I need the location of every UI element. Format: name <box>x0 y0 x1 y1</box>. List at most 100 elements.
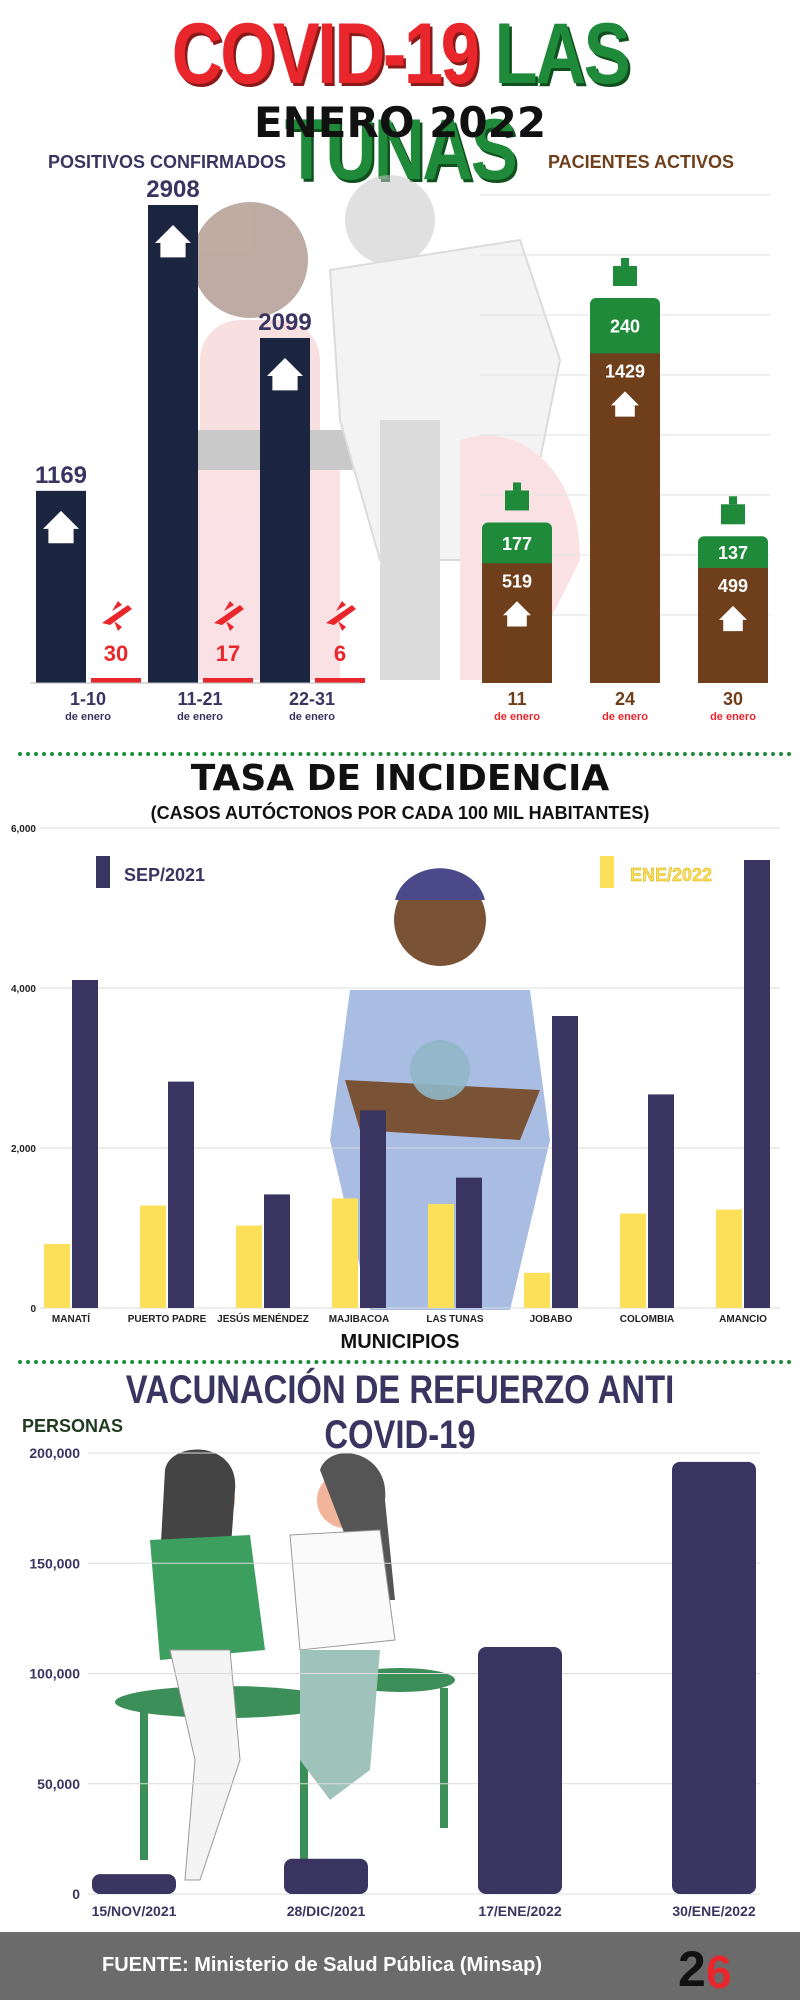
viajeros-value: 17 <box>216 641 240 666</box>
vaccination-ytick: 50,000 <box>37 1776 80 1792</box>
main-title: COVID-19 LAS TUNAS <box>72 6 728 198</box>
viajeros-bar <box>315 678 365 683</box>
incidence-bar-ene <box>140 1205 166 1308</box>
activos-category: 30 <box>723 689 743 709</box>
divider-2 <box>18 1360 792 1364</box>
incidence-legend: SEP/2021 ENE/2022 <box>96 856 712 888</box>
positivos-label: POSITIVOS CONFIRMADOS <box>48 152 287 172</box>
vaccination-category: 17/ENE/2022 <box>478 1903 561 1919</box>
activos-chart: 177 519 11 de enero 240 1429 24 de enero 137 499 3… <box>482 258 768 723</box>
logo-6: 6 <box>706 1946 732 1994</box>
activos-hospital-bar <box>482 522 552 570</box>
positivos-category-sub: de enero <box>65 711 111 723</box>
hospital-icon <box>721 504 745 525</box>
incidence-category: COLOMBIA <box>620 1314 674 1325</box>
incidence-category: MANATÍ <box>52 1312 90 1325</box>
nurse-illustration <box>330 868 550 1310</box>
activos-category: 24 <box>615 689 635 709</box>
incidence-bar-ene <box>332 1198 358 1308</box>
vaccination-bar <box>672 1461 756 1894</box>
legend-sep-swatch <box>96 856 110 888</box>
incidence-title: TASA DE INCIDENCIA <box>190 758 610 799</box>
vaccination-bars: 0 50,000 100,000 150,000 200,000 15/NOV/2021 2… <box>29 1445 760 1919</box>
incidence-category: PUERTO PADRE <box>128 1314 207 1325</box>
activos-house-value: 499 <box>718 576 748 596</box>
positivos-value: 1169 <box>35 462 87 489</box>
hospital-icon <box>505 490 529 511</box>
vaccination-ytick: 200,000 <box>29 1445 80 1461</box>
hospital-roof-icon <box>513 482 521 491</box>
vaccination-ytick: 0 <box>72 1886 80 1902</box>
house-icon <box>267 357 303 391</box>
plane-icon <box>102 601 132 631</box>
title-las-tunas: LAS TUNAS <box>284 6 631 198</box>
house-icon <box>719 605 747 632</box>
vaccination-bar <box>478 1647 562 1894</box>
incidence-bar-ene <box>236 1225 262 1308</box>
positivos-chart: 1169 30 1-10 de enero 2908 17 11-21 de enero 209… <box>30 176 365 723</box>
incidence-ytick: 6,000 <box>11 824 36 835</box>
positivos-value: 2908 <box>146 176 199 203</box>
activos-hospital-value: 240 <box>610 317 640 337</box>
activos-label: PACIENTES ACTIVOS <box>548 152 735 172</box>
positivos-bar <box>260 337 310 683</box>
incidence-bar-sep <box>648 1094 674 1308</box>
incidence-category: JESÚS MENÉNDEZ <box>217 1312 309 1325</box>
hospital-roof-icon <box>729 496 737 505</box>
positivos-category-sub: de enero <box>177 711 223 723</box>
footer: FUENTE: Ministerio de Salud Pública (Min… <box>0 1932 800 2000</box>
incidence-bars: 0 2,000 4,000 6,000 MANATÍ PUERTO PADRE JESÚS … <box>11 824 780 1325</box>
incidence-ytick: 0 <box>30 1304 36 1315</box>
positivos-value: 2099 <box>258 309 311 336</box>
incidence-bar-ene <box>44 1244 70 1308</box>
vaccination-chart: 0 50,000 100,000 150,000 200,000 15/NOV/2021 2… <box>29 1445 760 1919</box>
house-icon <box>155 225 191 258</box>
incidence-bar-ene <box>716 1209 742 1308</box>
incidence-ytick: 4,000 <box>11 984 36 995</box>
vaccination-category: 15/NOV/2021 <box>92 1903 177 1919</box>
vaccination-title: VACUNACIÓN DE REFUERZO ANTI COVID-19 <box>125 1368 675 1457</box>
plane-icon <box>326 601 356 631</box>
incidence-category: LAS TUNAS <box>426 1314 484 1325</box>
incidence-subtitle: (CASOS AUTÓCTONOS POR CADA 100 MIL HABIT… <box>150 803 650 823</box>
legend-ene-label: ENE/2022 <box>630 865 712 885</box>
subtitle: ENERO 2022 <box>253 98 547 147</box>
incidence-bar-sep <box>264 1194 290 1308</box>
vaccination-ytick: 100,000 <box>29 1666 80 1682</box>
section1-chart: 1169 30 1-10 de enero 2908 17 11-21 de enero 209… <box>30 175 770 723</box>
incidence-xlabel: MUNICIPIOS <box>341 1331 460 1353</box>
positivos-category: 22-31 <box>289 689 335 709</box>
vaccination-bar <box>92 1874 176 1894</box>
viajeros-bar <box>203 678 253 683</box>
legend-sep-label: SEP/2021 <box>124 865 205 885</box>
activos-house-value: 519 <box>502 571 532 591</box>
activos-hospital-value: 137 <box>718 543 748 563</box>
source-text: FUENTE: Ministerio de Salud Pública (Min… <box>102 1954 543 1976</box>
title-covid: COVID-19 <box>171 6 480 102</box>
divider-1 <box>18 752 792 756</box>
activos-category: 11 <box>507 689 526 709</box>
activos-category-sub: de enero <box>602 711 648 723</box>
activos-bar-joint <box>590 353 660 360</box>
activos-category-sub: de enero <box>494 711 540 723</box>
incidence-bar-ene <box>620 1213 646 1308</box>
legend-ene-swatch <box>600 856 614 888</box>
activos-bar-joint <box>698 567 768 574</box>
incidence-chart: 0 2,000 4,000 6,000 MANATÍ PUERTO PADRE JESÚS … <box>11 824 780 1353</box>
positivos-category-sub: de enero <box>289 711 335 723</box>
incidence-bar-ene <box>428 1204 454 1308</box>
incidence-bar-ene <box>524 1272 550 1308</box>
incidence-bar-sep <box>552 1016 578 1308</box>
activos-hospital-value: 177 <box>502 534 532 554</box>
viajeros-bar <box>91 678 141 683</box>
incidence-bar-sep <box>456 1177 482 1308</box>
positivos-category: 11-21 <box>177 689 222 709</box>
incidence-ytick: 2,000 <box>11 1144 36 1155</box>
incidence-bar-sep <box>744 860 770 1308</box>
incidence-bar-sep <box>168 1081 194 1308</box>
logo-2: 2 <box>678 1941 706 1994</box>
vaccination-ytick: 150,000 <box>29 1555 80 1571</box>
hospital-roof-icon <box>621 258 629 266</box>
incidence-bar-sep <box>72 980 98 1308</box>
incidence-category: MAJIBACOA <box>329 1314 390 1325</box>
